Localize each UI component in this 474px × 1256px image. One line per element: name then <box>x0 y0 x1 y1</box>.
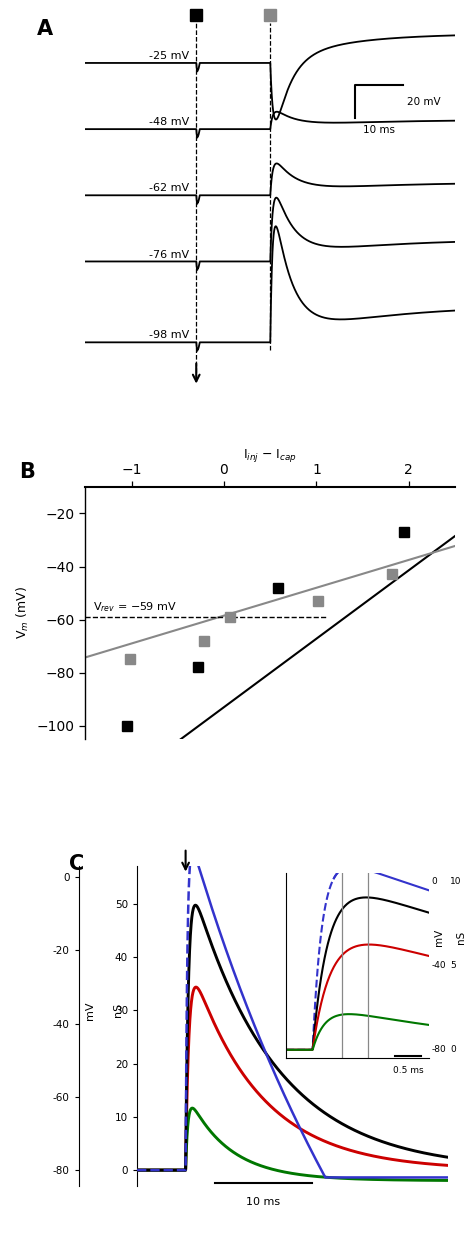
Text: mV: mV <box>85 1001 95 1020</box>
Text: V$_{rev}$ = −59 mV: V$_{rev}$ = −59 mV <box>93 600 176 614</box>
Text: -76 mV: -76 mV <box>149 250 189 260</box>
Text: 0: 0 <box>431 877 437 885</box>
Y-axis label: V$_m$ (mV): V$_m$ (mV) <box>15 587 31 639</box>
Text: 10: 10 <box>450 877 462 885</box>
Text: -62 mV: -62 mV <box>149 183 189 193</box>
Text: -25 mV: -25 mV <box>149 51 189 62</box>
Text: nS: nS <box>456 931 466 945</box>
Text: 5: 5 <box>450 961 456 970</box>
Text: -48 mV: -48 mV <box>148 117 189 127</box>
Text: B: B <box>19 462 35 482</box>
Text: nS: nS <box>113 1004 123 1017</box>
Text: -40: -40 <box>431 961 446 970</box>
Text: -98 mV: -98 mV <box>148 330 189 340</box>
Text: mV: mV <box>435 929 445 946</box>
Text: 10 ms: 10 ms <box>363 124 395 134</box>
Text: -80: -80 <box>431 1045 446 1054</box>
Text: 20 mV: 20 mV <box>407 97 441 107</box>
X-axis label: I$_{inj}$ − I$_{cap}$: I$_{inj}$ − I$_{cap}$ <box>243 447 297 465</box>
Text: 0: 0 <box>450 1045 456 1054</box>
Text: 0.5 ms: 0.5 ms <box>392 1066 423 1075</box>
Text: 10 ms: 10 ms <box>246 1197 280 1207</box>
Text: C: C <box>69 854 84 874</box>
Text: A: A <box>37 19 54 39</box>
